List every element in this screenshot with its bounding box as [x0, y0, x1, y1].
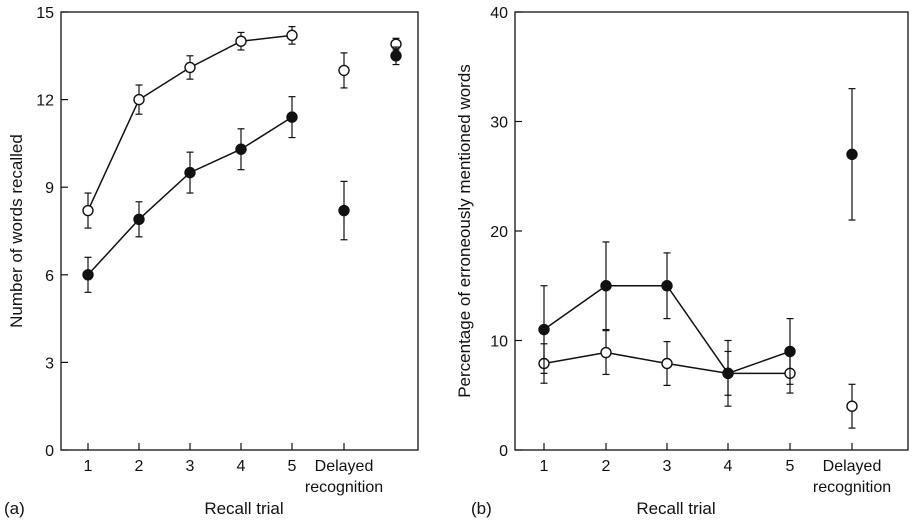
panel-a-point-filled: [82, 269, 94, 281]
panel-b-point-filled: [538, 323, 550, 336]
panel-b-point-filled: [846, 148, 858, 161]
panel-a-point-filled: [133, 213, 145, 226]
panel-a-x-tick-label: Delayed recognition: [305, 458, 383, 496]
panel-a-point-filled: [184, 166, 196, 179]
panel-a-y-tick-label: 3: [45, 355, 54, 372]
panel-a-x-axis-title: Recall trial: [204, 499, 283, 518]
panel-a-point-filled: [338, 204, 350, 217]
panel-b-x-tick-label: 1: [540, 458, 549, 475]
panel-b-x-tick-label: 2: [602, 458, 611, 475]
panel-a-x-tick-label: 3: [186, 458, 195, 475]
panel-a-point-open: [338, 64, 350, 77]
panel-a-point-open: [184, 61, 196, 74]
panel-a-y-tick-label: 15: [36, 5, 54, 22]
panel-b-label: (b): [471, 499, 492, 518]
panel-b-point-filled: [661, 280, 673, 292]
panel-a-point-filled: [390, 50, 402, 62]
panel-b-point-open: [600, 346, 612, 359]
panel-a-x-tick-label: 5: [288, 458, 297, 475]
panel-a-y-tick-label: 12: [36, 93, 54, 110]
panel-a-series-filled-line: [87, 116, 293, 276]
panel-a-x-tick-label: 1: [84, 458, 93, 475]
panel-a-y-axis-title: Number of words recalled: [7, 134, 26, 328]
panel-b-point-open: [661, 357, 673, 370]
panel-a-y-tick-label: 9: [45, 180, 54, 197]
panel-b-y-tick-label: 30: [490, 115, 508, 132]
panel-b-y-tick-label: 0: [499, 443, 508, 460]
panel-a-chart: Number of words recalled Recall trial (a…: [4, 5, 419, 518]
panel-b-x-tick-label: Delayed recognition: [813, 458, 891, 496]
panel-b-chart: Percentage of erroneously mentioned word…: [455, 5, 909, 518]
panel-b-point-filled: [784, 345, 796, 358]
panel-b-point-filled: [722, 367, 734, 380]
panel-a-point-open: [286, 29, 298, 42]
panel-b-point-filled: [600, 280, 612, 292]
panel-b-x-tick-label: 5: [786, 458, 795, 475]
panel-a-x-tick-label: 4: [237, 458, 246, 475]
panel-a-label: (a): [4, 499, 25, 518]
panel-b-y-tick-label: 40: [490, 5, 508, 22]
panel-b-y-axis-title: Percentage of erroneously mentioned word…: [455, 64, 474, 398]
panel-b-x-tick-label: 3: [663, 458, 672, 475]
panel-a-y-tick-label: 6: [45, 268, 54, 285]
panel-b-point-open: [846, 400, 858, 412]
panel-a-x-tick-label: 2: [135, 458, 144, 475]
panel-b-x-tick-label: 4: [724, 458, 733, 475]
panel-b-y-tick-label: 10: [490, 334, 508, 351]
panel-a-point-open: [82, 204, 94, 217]
panel-a-plot-frame: [60, 11, 419, 451]
panel-a-y-tick-label: 0: [45, 443, 54, 460]
panel-a-point-filled: [235, 143, 247, 155]
panel-a-point-filled: [286, 111, 298, 123]
panel-a-point-open: [133, 93, 145, 106]
panel-b-y-tick-label: 20: [490, 224, 508, 241]
panel-a-point-open: [235, 35, 247, 47]
panel-b-x-axis-title: Recall trial: [636, 499, 715, 518]
